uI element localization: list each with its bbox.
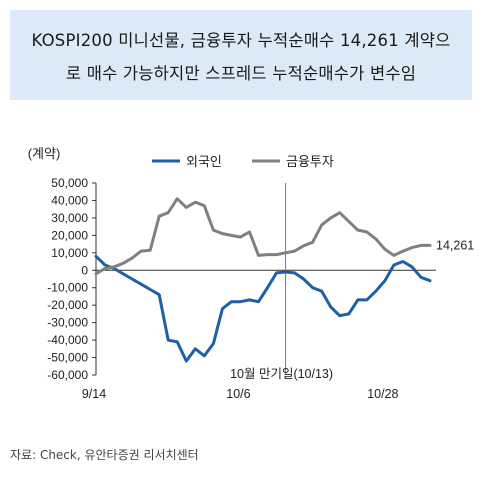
y-tick-label: -30,000 bbox=[47, 316, 88, 330]
plot-area: 10월 만기일(10/13) 14,261 bbox=[94, 183, 474, 381]
y-tick-label: 30,000 bbox=[51, 211, 88, 225]
y-axis-label: (계약) bbox=[28, 146, 61, 161]
chart: (계약) 외국인 금융투자 50,000 40,000 30,000 20,000 10… bbox=[28, 146, 475, 401]
x-axis: 9/14 10/6 10/28 bbox=[82, 269, 436, 401]
legend: 외국인 금융투자 bbox=[152, 154, 334, 169]
series-line-financial-investment bbox=[94, 197, 432, 276]
title-line-2: 로 매수 가능하지만 스프레드 누적순매수가 변수임 bbox=[65, 64, 417, 83]
legend-label-foreign: 외국인 bbox=[186, 154, 222, 169]
y-tick-label: 50,000 bbox=[51, 176, 88, 190]
y-tick-label: -10,000 bbox=[47, 281, 88, 295]
title-box: KOSPI200 미니선물, 금융투자 누적순매수 14,261 계약으 로 매… bbox=[10, 10, 472, 100]
y-axis: 50,000 40,000 30,000 20,000 10,000 0 -10,000 -2… bbox=[47, 176, 97, 382]
y-tick-label: -20,000 bbox=[47, 298, 88, 312]
x-tick-label: 10/28 bbox=[367, 387, 398, 401]
x-tick-label: 10/6 bbox=[226, 387, 250, 401]
end-value-label: 14,261 bbox=[436, 238, 474, 252]
source-note: 자료: Check, 유안타증권 리서치센터 bbox=[10, 448, 199, 462]
y-tick-label: 40,000 bbox=[51, 193, 88, 207]
y-tick-label: 0 bbox=[81, 263, 88, 277]
y-tick-label: 20,000 bbox=[51, 228, 88, 242]
expiry-annotation: 10월 만기일(10/13) bbox=[230, 367, 333, 381]
legend-label-financial-investment: 금융투자 bbox=[286, 154, 334, 169]
title-line-1: KOSPI200 미니선물, 금융투자 누적순매수 14,261 계약으 bbox=[31, 31, 451, 50]
series-line-foreign bbox=[94, 254, 432, 363]
x-tick-label: 9/14 bbox=[82, 387, 106, 401]
y-tick-label: 10,000 bbox=[51, 246, 88, 260]
y-tick-label: -40,000 bbox=[47, 333, 88, 347]
y-tick-label: -60,000 bbox=[47, 368, 88, 382]
y-tick-label: -50,000 bbox=[47, 351, 88, 365]
